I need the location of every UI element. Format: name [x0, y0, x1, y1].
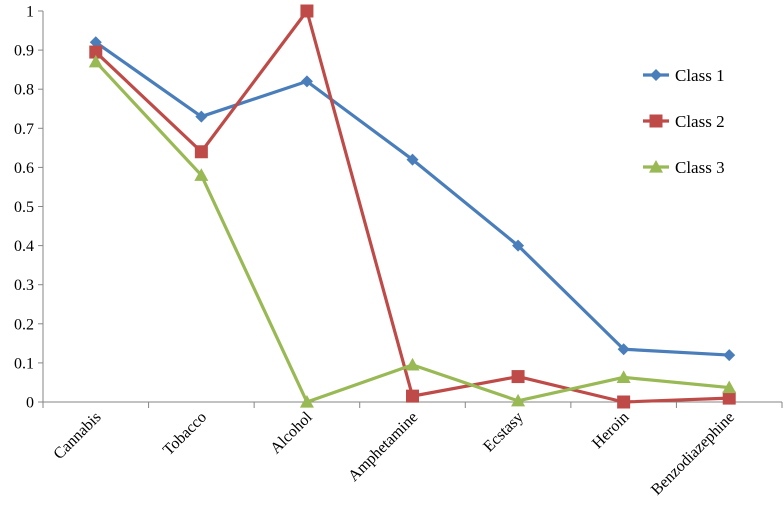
data-point [194, 145, 208, 159]
legend-item: Class 1 [643, 66, 725, 85]
data-point [617, 395, 631, 409]
x-tick-label: Ecstasy [480, 409, 527, 456]
data-point [299, 395, 314, 408]
series-3 [88, 54, 737, 408]
data-point [195, 110, 208, 123]
x-tick-label: Amphetamine [345, 409, 421, 485]
y-tick-label: 0.2 [14, 316, 34, 333]
data-point [722, 391, 736, 405]
x-tick-label: Tobacco [160, 409, 210, 459]
y-tick-label: 0.7 [14, 121, 34, 138]
data-point [512, 239, 525, 252]
x-tick-label: Heroin [589, 409, 632, 452]
data-point [405, 357, 420, 371]
data-point [511, 393, 526, 407]
x-tick-label: Alcohol [267, 408, 316, 457]
legend-swatch-marker [650, 69, 662, 81]
x-tick-label: Cannabis [50, 409, 104, 463]
y-tick-label: 0.5 [14, 199, 34, 216]
data-point [88, 54, 103, 68]
series-line [94, 9, 730, 404]
legend-item: Class 2 [643, 112, 725, 131]
data-point [89, 45, 103, 59]
series-line [94, 40, 730, 357]
y-tick-label: 0.4 [14, 238, 34, 255]
x-tick-label: Benzodiazephine [648, 409, 738, 499]
data-point [194, 168, 209, 181]
data-point [300, 4, 314, 18]
legend-swatch-marker [649, 160, 663, 173]
data-point [89, 36, 102, 49]
y-tick-label: 0.8 [14, 82, 34, 99]
data-point [511, 370, 525, 384]
legend-swatch-marker [649, 114, 663, 128]
data-point [300, 75, 313, 88]
y-tick-label: 1 [26, 4, 34, 21]
chart-axes [38, 10, 783, 408]
y-tick-label: 0.3 [14, 277, 34, 294]
chart-legend: Class 1 Class 2 Class 3 [643, 66, 725, 177]
y-tick-label: 0.6 [14, 160, 34, 177]
data-point [616, 370, 631, 383]
series-2 [89, 4, 736, 409]
data-point [406, 389, 419, 403]
series-1 [89, 36, 736, 362]
data-point [723, 349, 736, 362]
chart-series [88, 4, 737, 409]
data-point [406, 153, 419, 166]
data-point [617, 343, 630, 356]
legend-label: Class 1 [675, 66, 725, 85]
legend-label: Class 2 [675, 112, 725, 131]
legend-item: Class 3 [643, 158, 725, 177]
data-point [722, 380, 737, 394]
y-tick-label: 0.9 [14, 43, 34, 60]
y-tick-label: 0.1 [14, 355, 34, 372]
legend-label: Class 3 [675, 158, 725, 177]
y-tick-label: 0 [26, 395, 34, 412]
